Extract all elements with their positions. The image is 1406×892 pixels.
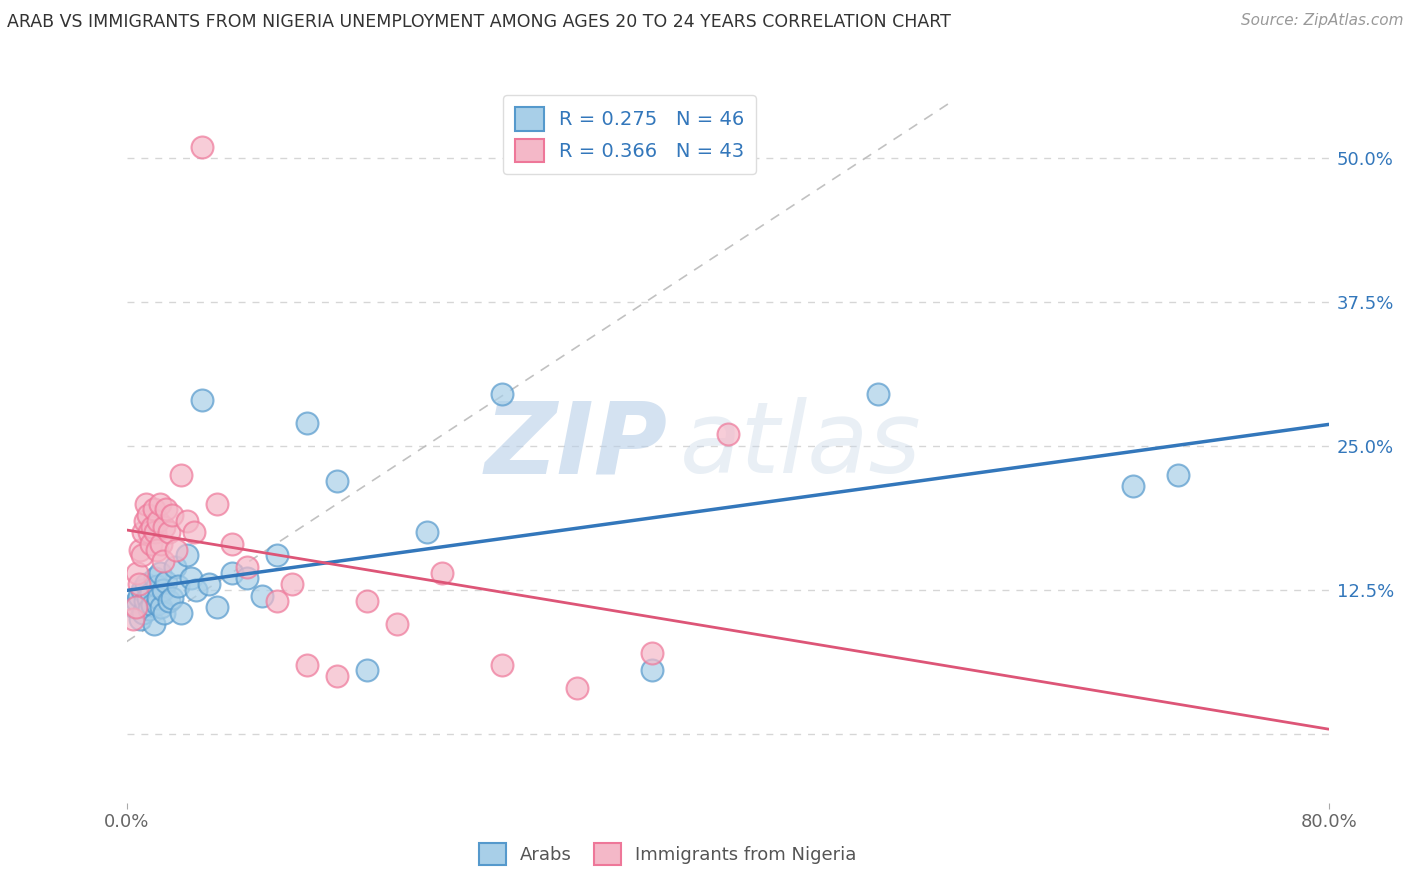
Point [176,514,198,528]
Point [235,571,259,585]
Point [139,537,162,551]
Point [145,542,167,557]
Point [356,664,378,678]
Text: ARAB VS IMMIGRANTS FROM NIGERIA UNEMPLOYMENT AMONG AGES 20 TO 24 YEARS CORRELATI: ARAB VS IMMIGRANTS FROM NIGERIA UNEMPLOY… [7,13,950,31]
Point [142,502,165,516]
Point [146,514,169,528]
Point [146,591,169,605]
Point [1122,479,1144,493]
Point [491,387,513,401]
Point [152,554,174,568]
Text: ZIP: ZIP [485,398,668,494]
Point [198,577,221,591]
Point [129,542,152,557]
Point [152,582,174,597]
Point [235,559,259,574]
Point [138,525,160,540]
Point [281,577,304,591]
Point [180,571,202,585]
Point [221,537,243,551]
Point [135,497,157,511]
Point [160,508,183,522]
Point [128,589,150,603]
Point [160,591,183,605]
Point [150,537,173,551]
Point [141,598,163,612]
Point [128,577,150,591]
Point [145,579,167,593]
Point [205,600,228,615]
Point [142,617,165,632]
Point [124,600,146,615]
Point [295,657,318,672]
Point [250,589,273,603]
Point [416,525,439,540]
Point [163,559,186,574]
Point [491,657,513,672]
Point [157,594,180,608]
Point [149,566,172,580]
Point [295,416,318,430]
Point [641,664,664,678]
Text: Source: ZipAtlas.com: Source: ZipAtlas.com [1240,13,1403,29]
Point [145,597,167,611]
Point [136,591,159,605]
Point [121,612,143,626]
Point [356,594,378,608]
Point [155,502,177,516]
Point [169,606,191,620]
Legend: Arabs, Immigrants from Nigeria: Arabs, Immigrants from Nigeria [471,836,863,872]
Point [125,566,148,580]
Point [125,594,148,608]
Point [190,140,212,154]
Point [266,549,288,563]
Point [138,602,160,616]
Point [169,467,191,482]
Point [165,542,187,557]
Point [134,594,156,608]
Point [149,497,172,511]
Point [131,549,153,563]
Point [183,525,205,540]
Text: atlas: atlas [679,398,921,494]
Point [157,525,180,540]
Point [135,577,157,591]
Point [150,600,173,615]
Point [153,606,176,620]
Point [153,519,176,533]
Point [139,586,162,600]
Point [1167,467,1189,482]
Point [136,508,159,522]
Point [131,582,153,597]
Point [184,582,207,597]
Point [430,566,453,580]
Point [326,669,349,683]
Point [155,574,177,589]
Point [166,579,188,593]
Point [385,617,408,632]
Point [143,571,166,585]
Point [221,566,243,580]
Point [866,387,889,401]
Point [641,646,664,660]
Y-axis label: Unemployment Among Ages 20 to 24 years: Unemployment Among Ages 20 to 24 years [0,264,8,628]
Point [190,392,212,407]
Point [129,612,152,626]
Point [567,681,589,695]
Point [132,606,155,620]
Point [132,525,155,540]
Point [326,474,349,488]
Point [716,427,740,442]
Point [176,549,198,563]
Point [143,525,166,540]
Point [141,519,163,533]
Point [134,514,156,528]
Point [122,600,145,615]
Point [205,497,228,511]
Point [266,594,288,608]
